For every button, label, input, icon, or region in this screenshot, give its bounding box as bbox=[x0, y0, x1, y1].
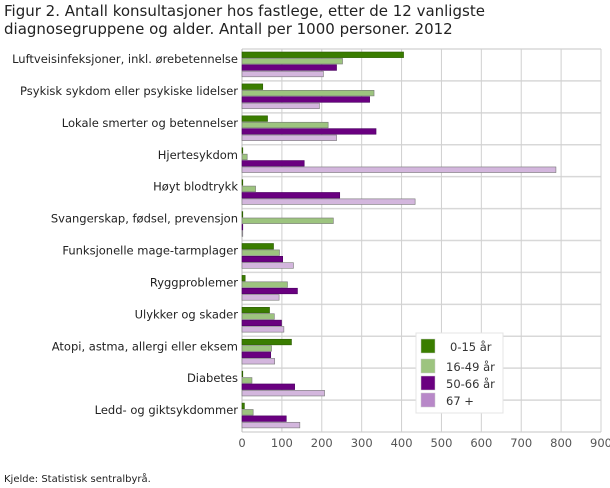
bar-0-15-r bbox=[241, 338, 292, 346]
bar-16-49-r bbox=[241, 90, 375, 97]
bar-50-66-r bbox=[241, 192, 341, 199]
bar-67- bbox=[241, 421, 301, 429]
bar-16-49-r bbox=[241, 281, 288, 288]
x-tick-label: 500 bbox=[430, 436, 452, 450]
legend-swatch bbox=[420, 358, 436, 374]
x-tick-label: 200 bbox=[311, 436, 333, 450]
bar-0-15-r bbox=[241, 243, 274, 250]
legend-swatch bbox=[420, 392, 436, 408]
bar-50-66-r bbox=[241, 96, 370, 103]
x-tick-label: 400 bbox=[391, 436, 413, 450]
bar-67- bbox=[241, 358, 276, 365]
x-tick-label: 700 bbox=[510, 436, 532, 450]
source-note: Kjelde: Statistisk sentralbyrå. bbox=[4, 474, 151, 485]
bar-0-15-r bbox=[241, 147, 244, 154]
x-tick-label: 0 bbox=[238, 436, 245, 450]
category-label: Ledd- og giktsykdommer bbox=[95, 403, 239, 417]
bar-50-66-r bbox=[241, 64, 337, 71]
legend-label: 0-15 år bbox=[450, 340, 492, 354]
bar-67- bbox=[241, 70, 324, 78]
bar-50-66-r bbox=[241, 160, 305, 167]
x-tick-label: 900 bbox=[590, 436, 610, 450]
bar-0-15-r bbox=[241, 370, 244, 378]
legend-label: 16-49 år bbox=[446, 360, 495, 374]
bar-16-49-r bbox=[241, 217, 334, 224]
bar-50-66-r bbox=[241, 415, 287, 422]
bar-0-15-r bbox=[241, 307, 270, 314]
bar-50-66-r bbox=[241, 383, 295, 390]
bar-50-66-r bbox=[241, 255, 283, 263]
x-tick-label: 800 bbox=[550, 436, 572, 450]
bar-67- bbox=[241, 326, 285, 333]
bar-50-66-r bbox=[241, 287, 298, 295]
bar-0-15-r bbox=[241, 402, 245, 409]
legend-swatch bbox=[420, 338, 436, 354]
category-label: Svangerskap, fødsel, prevensjon bbox=[51, 212, 238, 226]
bar-50-66-r bbox=[241, 319, 282, 327]
bar-0-15-r bbox=[241, 83, 264, 90]
category-label: Luftveisinfeksjoner, inkl. ørebetennelse bbox=[12, 52, 238, 66]
bar-16-49-r bbox=[241, 313, 275, 320]
bar-67- bbox=[241, 262, 294, 269]
bar-16-49-r bbox=[241, 377, 253, 384]
category-label: Atopi, astma, allergi eller eksem bbox=[52, 339, 238, 353]
bar-16-49-r bbox=[241, 345, 272, 352]
legend-label: 50-66 år bbox=[446, 377, 495, 391]
category-label: Lokale smerter og betennelser bbox=[62, 116, 239, 130]
chart-title: Figur 2. Antall konsultasjoner hos fastl… bbox=[4, 2, 485, 38]
category-label: Ulykker og skader bbox=[135, 307, 239, 321]
bar-16-49-r bbox=[241, 185, 256, 192]
category-label: Diabetes bbox=[187, 371, 238, 385]
x-tick-label: 300 bbox=[351, 436, 373, 450]
bar-50-66-r bbox=[241, 128, 377, 135]
bar-67- bbox=[241, 166, 557, 173]
bar-0-15-r bbox=[241, 51, 404, 58]
bar-50-66-r bbox=[241, 224, 244, 231]
bar-67- bbox=[241, 134, 337, 141]
bar-0-15-r bbox=[241, 179, 244, 186]
bar-67- bbox=[241, 198, 416, 205]
bar-50-66-r bbox=[241, 351, 272, 358]
bar-67- bbox=[241, 390, 325, 397]
bar-16-49-r bbox=[241, 58, 343, 65]
category-label: Psykisk sykdom eller psykiske lidelser bbox=[20, 84, 238, 98]
bar-0-15-r bbox=[241, 211, 244, 218]
category-label: Høyt blodtrykk bbox=[153, 180, 238, 194]
category-label: Ryggproblemer bbox=[150, 275, 238, 289]
bar-16-49-r bbox=[241, 249, 280, 256]
bar-16-49-r bbox=[241, 153, 248, 161]
bar-0-15-r bbox=[241, 115, 268, 122]
legend-label: 67 + bbox=[446, 394, 474, 408]
x-tick-label: 600 bbox=[470, 436, 492, 450]
category-label: Funksjonelle mage-tarmplager bbox=[62, 244, 238, 258]
bar-16-49-r bbox=[241, 121, 329, 129]
legend-swatch bbox=[420, 375, 436, 391]
bar-67- bbox=[241, 230, 244, 237]
bar-67- bbox=[241, 102, 320, 110]
x-tick-label: 100 bbox=[271, 436, 293, 450]
category-label: Hjertesykdom bbox=[158, 148, 238, 162]
bar-16-49-r bbox=[241, 409, 254, 416]
bar-0-15-r bbox=[241, 275, 246, 282]
bar-67- bbox=[241, 294, 280, 301]
